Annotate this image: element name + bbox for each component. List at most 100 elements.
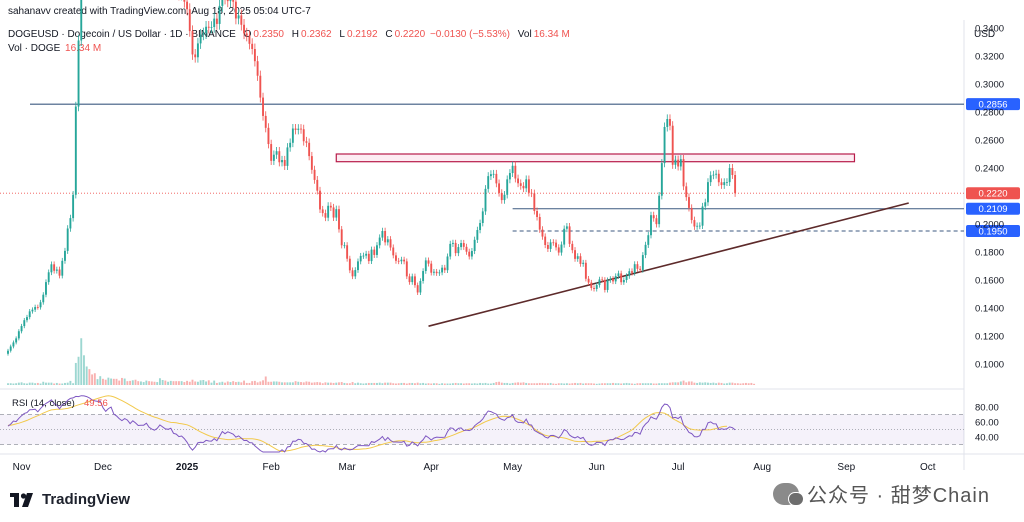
volume-bar [622, 383, 625, 385]
candle-body [53, 264, 56, 271]
price-tick-label: 0.2600 [975, 136, 1004, 147]
volume-bar [563, 383, 566, 385]
volume-bar [313, 382, 316, 385]
volume-bar [574, 382, 576, 385]
volume-bar [508, 383, 511, 385]
volume-bar [234, 382, 237, 385]
candle-body [300, 128, 302, 130]
volume-bar [264, 376, 267, 385]
volume-bar [99, 376, 102, 385]
tradingview-logo[interactable]: TradingView [10, 491, 130, 508]
candle-body [74, 106, 77, 195]
volume-bar [481, 383, 484, 385]
candle-body [731, 168, 734, 175]
candle-body [39, 302, 42, 308]
candle-body [256, 61, 259, 76]
volume-bar [354, 383, 357, 385]
volume-bar [47, 382, 50, 385]
volume-bar [340, 382, 343, 385]
candle-body [259, 75, 262, 98]
candle-body [593, 287, 595, 289]
candle-body [302, 129, 305, 142]
volume-bar [283, 382, 286, 385]
candle-body [666, 119, 669, 127]
candle-body [205, 26, 208, 34]
volume-bar [145, 380, 148, 385]
candle-body [511, 165, 514, 174]
volume-bar [715, 383, 718, 385]
volume-bar [707, 382, 709, 385]
resistance-zone-rect [335, 153, 856, 163]
volume-bar [666, 383, 669, 385]
volume-bar [454, 382, 457, 385]
candle-body [384, 231, 387, 243]
volume-bar [305, 381, 308, 385]
volume-bar [709, 382, 712, 385]
candle-body [530, 192, 533, 194]
candle-body [606, 280, 609, 290]
volume-bar [359, 383, 362, 385]
price-tick-label: 0.1800 [975, 248, 1004, 259]
candle-body [218, 5, 221, 24]
rsi-line [7, 395, 736, 453]
volume-bar [576, 383, 579, 385]
candle-body [264, 115, 267, 128]
candle-body [503, 194, 506, 201]
level-badge-label: 0.2109 [978, 204, 1007, 215]
candle-body [283, 160, 286, 166]
volume-bar [58, 383, 61, 385]
candle-body [641, 255, 644, 270]
volume-legend[interactable]: Vol · DOGE 16.34 M [8, 43, 101, 54]
volume-bar [617, 383, 620, 385]
candle-body [582, 262, 585, 264]
volume-bar [329, 382, 332, 385]
candle-body [685, 186, 688, 198]
volume-bar [549, 382, 552, 385]
volume-bar [376, 382, 378, 385]
candle-body [20, 326, 23, 332]
candle-body [340, 229, 343, 246]
candle-body [696, 225, 699, 227]
candle-body [677, 159, 680, 167]
volume-bar [555, 383, 557, 385]
volume-bar [473, 383, 476, 385]
candle-body [663, 126, 666, 164]
candle-body [601, 279, 604, 281]
candle-body [500, 192, 503, 201]
candle-body [549, 242, 552, 249]
candle-body [213, 18, 216, 28]
volume-bar [487, 383, 490, 385]
candle-body [533, 193, 536, 211]
rsi-ma-line [8, 395, 728, 453]
candle-body [622, 280, 625, 283]
volume-bar [289, 382, 292, 385]
candle-body [650, 215, 652, 236]
volume-bar [753, 383, 756, 385]
volume-bar [639, 383, 642, 385]
candle-body [576, 256, 579, 259]
rsi-tick-label: 80.00 [975, 403, 999, 414]
candle-body [313, 169, 316, 180]
volume-bar [226, 381, 229, 385]
volume-bar [693, 382, 696, 385]
candle-body [392, 247, 395, 256]
volume-bar [460, 383, 463, 385]
candle-body [620, 273, 623, 283]
volume-bar [131, 380, 134, 385]
volume-bar [50, 382, 53, 385]
ohlc-high: 0.2362 [301, 29, 332, 40]
symbol-legend[interactable]: DOGEUSD · Dogecoin / US Dollar · 1D · BI… [8, 29, 570, 40]
candle-body [669, 119, 671, 126]
candle-body [226, 0, 229, 2]
candle-body [571, 243, 574, 251]
candle-body [522, 185, 525, 189]
candle-body [598, 279, 601, 286]
candle-body [698, 225, 701, 227]
volume-bar [590, 383, 593, 385]
volume-bar [476, 383, 479, 385]
ohlc-change: −0.0130 (−5.53%) [429, 29, 510, 40]
ohlc-close-label: C [385, 29, 393, 40]
volume-bar [316, 382, 319, 385]
candle-body [690, 207, 693, 221]
